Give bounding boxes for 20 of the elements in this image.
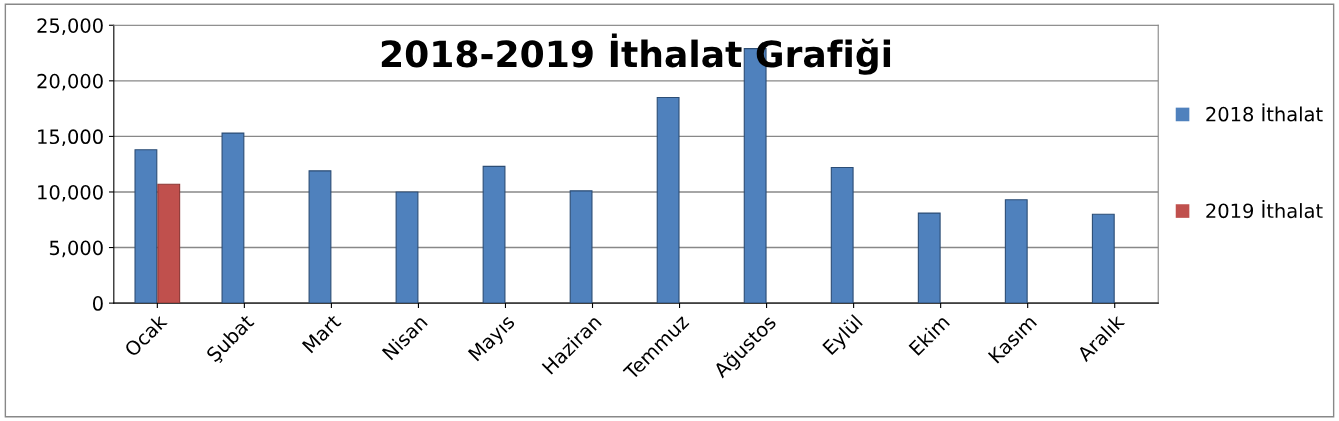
y-tick-label: 5,000 — [49, 240, 103, 258]
y-tick-label: 20,000 — [37, 73, 103, 91]
legend-label: 2018 İthalat — [1206, 103, 1323, 122]
bar — [1091, 213, 1115, 304]
y-tick-label: 15,000 — [38, 129, 103, 147]
bar — [308, 170, 332, 304]
legend-label: 2019 İthalat — [1206, 200, 1323, 219]
bar — [1004, 199, 1028, 304]
bar — [569, 190, 593, 304]
bar — [917, 212, 941, 304]
bar — [134, 149, 158, 304]
bar — [395, 191, 419, 304]
bar — [157, 183, 181, 304]
bar — [482, 165, 506, 304]
y-tick-label: 0 — [93, 296, 103, 311]
bar — [830, 166, 854, 304]
bar — [221, 132, 245, 304]
y-tick-label: 10,000 — [38, 184, 103, 202]
y-tick-label: 25,000 — [37, 18, 103, 35]
bar — [656, 96, 680, 304]
